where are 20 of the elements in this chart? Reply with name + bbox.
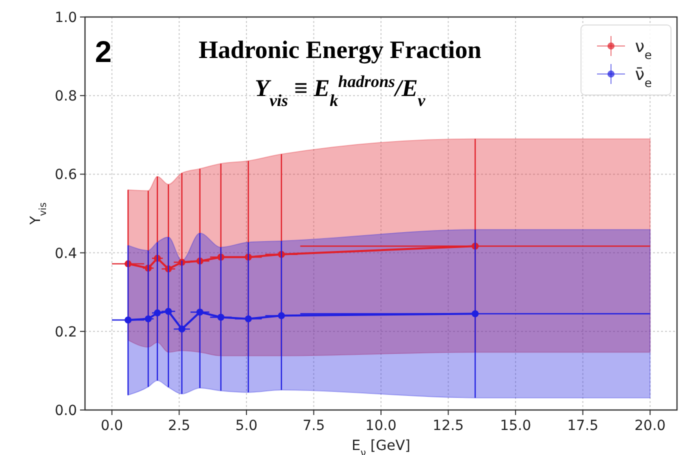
legend-label: ν$_{e}$ bbox=[635, 37, 652, 62]
x-tick-label: 10.0 bbox=[365, 418, 397, 434]
x-tick-label: 15.0 bbox=[500, 418, 532, 434]
text: Hadronic Energy Fraction bbox=[198, 37, 482, 64]
x-tick-label: 0.0 bbox=[100, 418, 124, 434]
annotation: 2 bbox=[95, 36, 112, 69]
x-tick-label: 17.5 bbox=[567, 418, 598, 434]
y-tick-label: 1.0 bbox=[54, 10, 77, 26]
x-tick-label: 2.5 bbox=[168, 418, 190, 434]
text: Y$_{vis}$ ≡ E$_{k}$$^{hadrons}$/E$_{ν}$ bbox=[254, 72, 426, 110]
x-tick-label: 5.0 bbox=[235, 418, 258, 434]
y-tick-label: 0.8 bbox=[54, 88, 77, 105]
legend-label: ν̄$_{e}$ bbox=[635, 65, 652, 90]
y-tick-label: 0.6 bbox=[54, 167, 78, 184]
y-tick-label: 0.0 bbox=[54, 403, 77, 419]
x-tick-label: 12.5 bbox=[432, 418, 464, 434]
x-tick-label: 7.5 bbox=[302, 418, 325, 434]
x-tick-label: 20.0 bbox=[634, 418, 666, 434]
y-tick-label: 0.2 bbox=[54, 324, 77, 340]
y-tick-label: 0.4 bbox=[54, 246, 78, 262]
